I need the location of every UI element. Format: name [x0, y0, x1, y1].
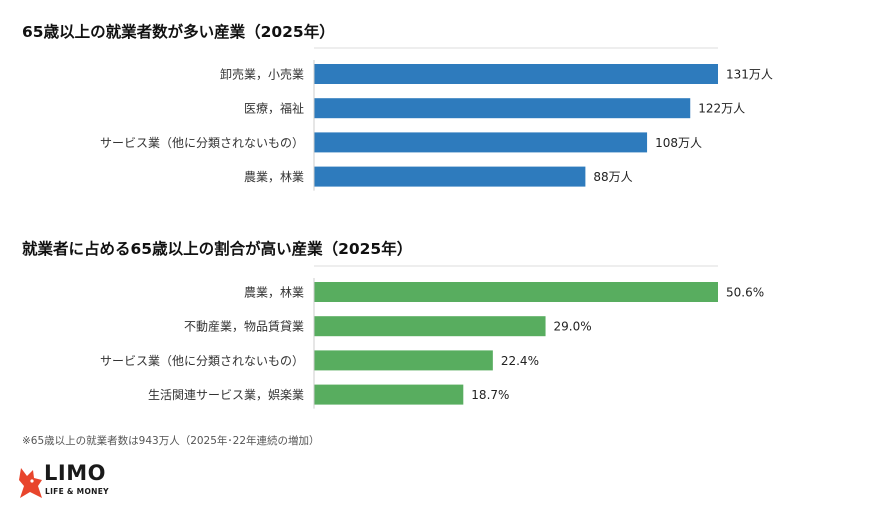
chart-1-category-label: 卸売業，小売業 [220, 67, 304, 82]
chart-2-category-label: 不動産業，物品賃貸業 [184, 319, 304, 334]
fox-icon [19, 468, 42, 498]
chart-1-value-label: 108万人 [655, 136, 702, 150]
chart-2-bar [314, 350, 493, 371]
chart-1-category-label: 農業，林業 [244, 170, 304, 184]
chart-2-category-label: 生活関連サービス業，娯楽業 [148, 388, 304, 402]
chart-2-value-label: 29.0% [554, 320, 592, 334]
chart-2-bar [314, 316, 546, 337]
chart-1-category-label: 医療，福祉 [244, 101, 304, 116]
chart-1-title: 65歳以上の就業者数が多い産業（2025年） [22, 23, 335, 41]
footnote: ※65歳以上の就業者数は943万人（2025年･22年連続の増加） [22, 435, 320, 447]
chart-1-bar [314, 166, 586, 187]
chart-2-value-label: 50.6% [726, 286, 764, 300]
chart-1-value-label: 131万人 [726, 68, 773, 82]
logo-tagline: LIFE & MONEY [45, 487, 109, 496]
chart-2: 農業，林業 50.6% 不動産業，物品賃貸業 29.0% サービス業（他に分類されないも… [0, 258, 870, 418]
chart-2-category-label: 農業，林業 [244, 286, 304, 300]
chart-1: 卸売業，小売業 131万人医療，福祉 122万人サービス業（他に分類されないもの） 1… [0, 40, 870, 200]
logo-name: LIMO [44, 461, 106, 485]
chart-2-value-label: 22.4% [501, 354, 539, 368]
chart-2-value-label: 18.7% [471, 388, 509, 402]
chart-1-category-label: サービス業（他に分類されないもの） [100, 136, 304, 150]
chart-2-title: 就業者に占める65歳以上の割合が高い産業（2025年） [22, 240, 413, 258]
chart-1-value-label: 88万人 [593, 170, 632, 184]
chart-2-category-label: サービス業（他に分類されないもの） [100, 354, 304, 368]
chart-2-svg: 農業，林業 50.6% 不動産業，物品賃貸業 29.0% サービス業（他に分類されないも… [100, 265, 764, 409]
chart-1-bar [314, 64, 718, 84]
logo[interactable]: LIMO LIFE & MONEY [18, 461, 138, 503]
chart-2-bar [314, 282, 718, 302]
chart-1-value-label: 122万人 [698, 102, 745, 116]
chart-2-bar [314, 384, 464, 405]
chart-1-bar [314, 98, 691, 119]
chart-1-bar [314, 132, 648, 153]
